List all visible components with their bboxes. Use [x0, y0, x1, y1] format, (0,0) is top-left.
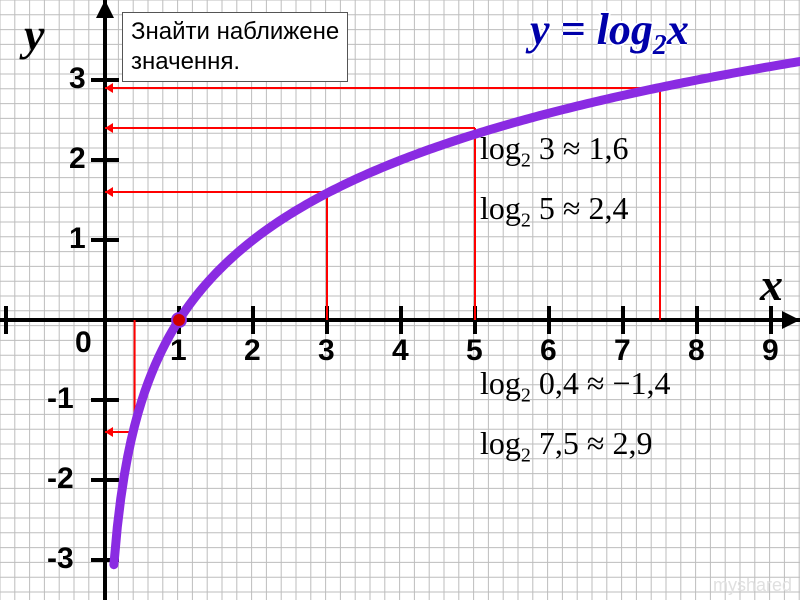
tick-y-2: 2 — [69, 142, 86, 176]
tick-y--2: -2 — [47, 462, 74, 496]
tick-y--3: -3 — [47, 542, 74, 576]
tick-x-8: 8 — [688, 334, 705, 368]
x-axis-label: x — [760, 258, 783, 311]
equation-post: x — [667, 5, 689, 54]
math-result-2: log2 5 ≈ 2,4 — [480, 190, 628, 232]
tick-y-1: 1 — [69, 222, 86, 256]
tick-x-1: 1 — [170, 334, 187, 368]
equation-pre: y = log — [530, 5, 653, 54]
equation-subscript: 2 — [653, 30, 667, 61]
math-result-3: log2 0,4 ≈ −1,4 — [480, 365, 671, 407]
math-result-4: log2 7,5 ≈ 2,9 — [480, 425, 652, 467]
tick-x-7: 7 — [614, 334, 631, 368]
tick-x-4: 4 — [392, 334, 409, 368]
tick-y--1: -1 — [47, 382, 74, 416]
tick-origin: 0 — [75, 326, 92, 360]
watermark: myshared — [713, 575, 792, 596]
tick-x-2: 2 — [244, 334, 261, 368]
tick-x-6: 6 — [540, 334, 557, 368]
tick-x-5: 5 — [466, 334, 483, 368]
equation-label: y = log2x — [530, 4, 689, 62]
root-point — [172, 313, 186, 327]
tick-x-3: 3 — [318, 334, 335, 368]
tick-y-3: 3 — [69, 62, 86, 96]
instruction-box: Знайти наближене значення. — [122, 12, 348, 82]
tick-x-9: 9 — [762, 334, 779, 368]
math-result-1: log2 3 ≈ 1,6 — [480, 130, 628, 172]
y-axis-label: y — [24, 8, 44, 61]
